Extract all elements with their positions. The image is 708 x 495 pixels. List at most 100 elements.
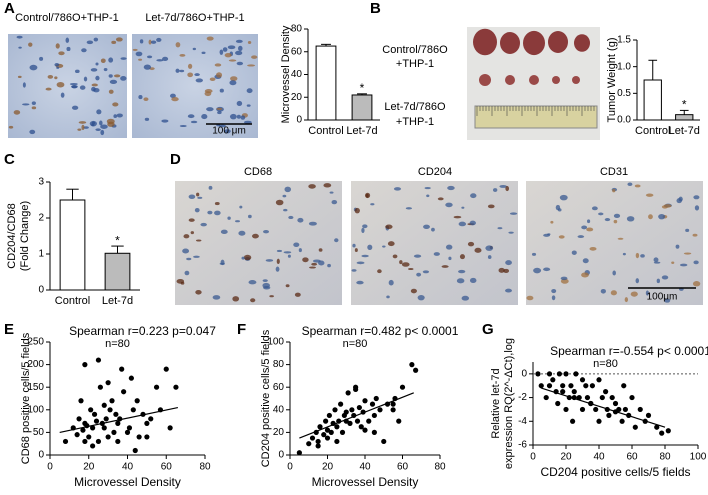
texture (671, 261, 675, 264)
texture (132, 48, 138, 51)
x-tick-label: 80 (434, 462, 446, 473)
texture (179, 53, 186, 57)
panel-letter: D (170, 151, 181, 168)
point (95, 357, 102, 363)
texture (240, 115, 246, 120)
texture (224, 52, 232, 58)
texture (676, 198, 682, 204)
texture (571, 250, 577, 255)
point (571, 389, 577, 395)
texture (22, 103, 30, 106)
y-tick-label: 250 (27, 337, 44, 348)
y-tick-label: 1.5 (617, 35, 631, 46)
texture (187, 114, 195, 119)
chart-title: Spearman r=-0.554 p< 0.0001 (550, 344, 708, 358)
texture (201, 114, 208, 120)
texture (531, 252, 537, 256)
point (134, 398, 140, 404)
texture (612, 270, 616, 276)
texture (283, 251, 292, 254)
x-tick-label: 60 (161, 462, 173, 473)
texture (77, 128, 82, 131)
texture (156, 37, 162, 42)
tumor (552, 76, 560, 84)
point (88, 407, 94, 413)
texture (493, 188, 498, 192)
texture (405, 207, 412, 210)
texture (93, 88, 100, 93)
point (377, 407, 383, 413)
texture (8, 125, 14, 129)
texture (683, 252, 692, 255)
texture (663, 204, 672, 208)
texture (308, 221, 317, 226)
x-tick-label: 0 (47, 462, 53, 473)
point (124, 429, 131, 435)
y-tick-label: 50 (33, 427, 45, 438)
texture (445, 244, 453, 250)
point (546, 383, 553, 389)
texture (635, 278, 640, 284)
texture (208, 185, 213, 190)
texture (31, 101, 36, 105)
texture (437, 197, 444, 201)
texture (302, 257, 309, 263)
texture (587, 219, 591, 224)
texture (354, 248, 358, 252)
texture (424, 186, 431, 190)
point (339, 429, 346, 435)
texture (356, 280, 364, 285)
texture (248, 214, 252, 219)
point (296, 450, 302, 456)
point (163, 366, 169, 372)
texture (187, 72, 194, 78)
texture (458, 269, 466, 274)
texture (103, 68, 108, 72)
texture (470, 193, 477, 199)
texture (399, 260, 403, 265)
chart-subtitle: n=80 (343, 338, 368, 350)
texture (81, 124, 85, 130)
point (62, 438, 69, 445)
texture (370, 203, 375, 206)
point (132, 447, 138, 454)
texture (214, 201, 220, 206)
texture (81, 48, 87, 53)
point (637, 406, 643, 413)
texture (179, 69, 185, 73)
x-tick-label: 60 (626, 452, 638, 463)
micrograph-label: Let-7d/786O+THP-1 (145, 12, 244, 24)
texture (219, 88, 224, 93)
point (86, 434, 92, 440)
point (101, 402, 107, 408)
texture (658, 213, 666, 220)
point (619, 418, 625, 424)
texture (361, 227, 365, 233)
texture (461, 206, 465, 209)
y-tick-label: 1.0 (617, 61, 631, 72)
texture (604, 218, 611, 222)
texture (613, 219, 618, 224)
point (550, 377, 556, 383)
y-axis-label: CD68 positive cells/5 fields (20, 332, 32, 464)
texture (543, 267, 551, 272)
texture (83, 76, 88, 82)
y-tick-label: 3 (38, 177, 44, 188)
photo-group-label: +THP-1 (396, 58, 434, 70)
point (101, 425, 107, 431)
y-tick-label: 100 (267, 337, 284, 348)
texture (235, 39, 243, 43)
texture (630, 291, 638, 297)
point (390, 401, 396, 407)
point (109, 398, 115, 404)
point (103, 416, 109, 422)
x-tick-label: Control (55, 295, 90, 307)
y-axis-label: CD204 positive cells/5 fields (260, 329, 272, 467)
photo-group-label: Control/786O (382, 44, 448, 56)
point (111, 429, 117, 435)
texture (640, 254, 645, 258)
x-axis-label: Microvessel Density (74, 475, 181, 489)
y-tick-label: 150 (27, 382, 44, 393)
texture (235, 50, 243, 56)
x-tick-label: Control (308, 125, 343, 137)
